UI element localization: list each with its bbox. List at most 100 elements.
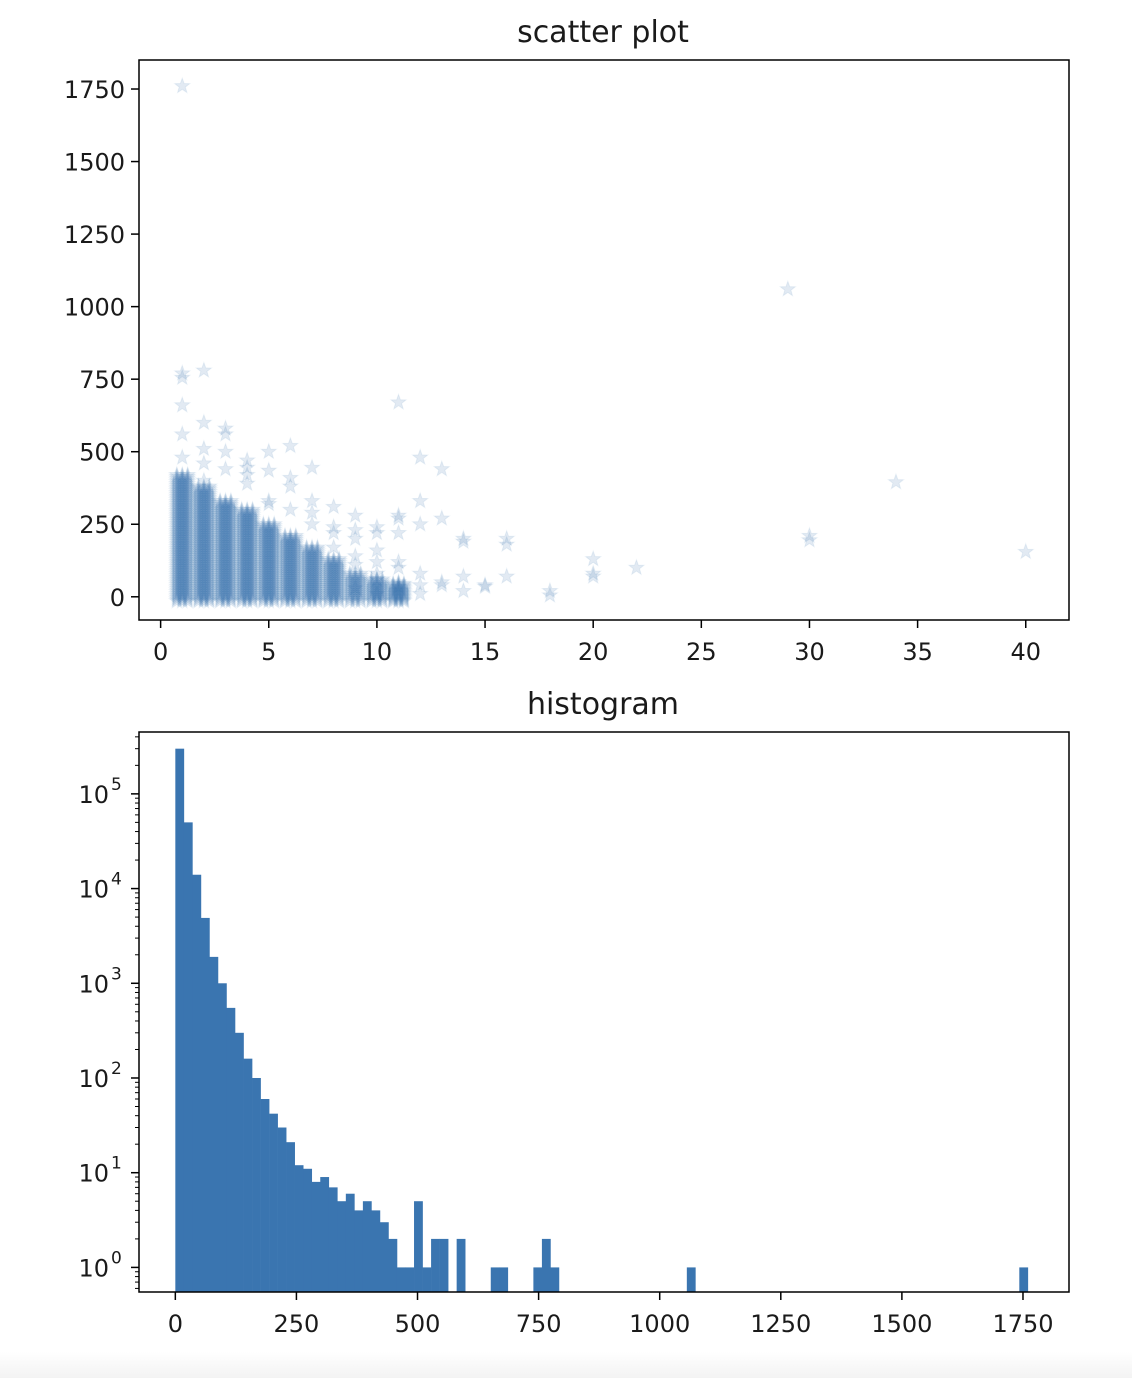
scatter-point-1270 bbox=[325, 498, 342, 514]
histogram-y-tick-exponent: 4 bbox=[111, 870, 122, 890]
scatter-point-1307 bbox=[455, 567, 472, 584]
histogram-bar-31 bbox=[439, 1238, 449, 1292]
scatter-subplot: scatter plot 0 5 10 15 20 25 30 35 40 0 250 500 750… bbox=[64, 15, 1070, 666]
scatter-point-1269 bbox=[303, 515, 321, 532]
scatter-point-1287 bbox=[390, 393, 407, 410]
histogram-bar-3 bbox=[200, 917, 210, 1292]
histogram-y-tick-exponent: 0 bbox=[111, 1248, 122, 1268]
scatter-point-1272 bbox=[325, 524, 342, 540]
histogram-x-tick-label: 750 bbox=[516, 1310, 562, 1338]
histogram-bar-35 bbox=[533, 1267, 543, 1292]
histogram-x-tick-label: 1000 bbox=[629, 1310, 690, 1338]
scatter-x-tick-label: 20 bbox=[578, 638, 609, 666]
scatter-point-1313 bbox=[498, 567, 515, 584]
histogram-bar-2 bbox=[192, 874, 202, 1292]
histogram-bar-10 bbox=[260, 1099, 270, 1292]
histogram-bar-6 bbox=[226, 1007, 236, 1292]
scatter-point-1312 bbox=[498, 536, 515, 552]
histogram-bar-36 bbox=[541, 1238, 551, 1292]
histogram-y-tick-exponent: 1 bbox=[111, 1154, 122, 1174]
histogram-bar-33 bbox=[490, 1267, 500, 1292]
histogram-y-tick-label: 10 bbox=[78, 876, 109, 904]
histogram-x-axis: 0 250 500 750 1000 1250 1500 1750 bbox=[168, 1292, 1054, 1338]
scatter-y-tick-label: 1500 bbox=[64, 149, 125, 177]
scatter-point-1310 bbox=[476, 578, 494, 594]
scatter-point-1297 bbox=[412, 515, 429, 532]
scatter-point-1320 bbox=[779, 280, 796, 297]
histogram-bar-13 bbox=[286, 1142, 295, 1292]
histogram-bar-4 bbox=[209, 956, 219, 1292]
histogram-bar-8 bbox=[243, 1058, 253, 1292]
scatter-point-1252 bbox=[217, 443, 234, 459]
scatter-x-tick-label: 40 bbox=[1010, 638, 1041, 666]
scatter-point-1248 bbox=[195, 454, 212, 471]
histogram-y-tick-label: 10 bbox=[78, 781, 109, 809]
scatter-x-axis: 0 5 10 15 20 25 30 35 40 bbox=[153, 620, 1041, 666]
scatter-point-1292 bbox=[390, 559, 407, 575]
histogram-subplot: histogram 0 250 500 750 1000 1250 1500 1750 10 0… bbox=[78, 687, 1070, 1338]
histogram-bar-9 bbox=[252, 1077, 261, 1292]
histogram-bar-32 bbox=[456, 1238, 466, 1292]
histogram-y-tick-label: 10 bbox=[78, 1065, 109, 1093]
scatter-x-tick-label: 35 bbox=[902, 638, 933, 666]
scatter-point-1281 bbox=[368, 524, 386, 540]
scatter-point-1257 bbox=[239, 475, 256, 491]
scatter-point-1301 bbox=[433, 460, 450, 477]
scatter-point-1247 bbox=[195, 440, 212, 456]
histogram-bar-15 bbox=[303, 1168, 313, 1292]
scatter-point-1323 bbox=[887, 473, 905, 490]
scatter-axes-frame bbox=[138, 59, 1070, 621]
histogram-bar-14 bbox=[294, 1165, 304, 1292]
histogram-bar-7 bbox=[235, 1032, 244, 1292]
scatter-point-1324 bbox=[1017, 543, 1034, 559]
scatter-point-1242 bbox=[174, 396, 191, 413]
histogram-bar-17 bbox=[320, 1177, 330, 1292]
scatter-point-1258 bbox=[260, 443, 277, 459]
scatter-y-axis: 0 250 500 750 1000 1250 1500 1750 bbox=[64, 76, 139, 612]
histogram-bar-20 bbox=[345, 1193, 355, 1292]
scatter-point-1296 bbox=[412, 492, 429, 509]
scatter-title: scatter plot bbox=[517, 15, 689, 50]
bottom-edge-shadow bbox=[0, 1352, 1132, 1378]
histogram-y-tick-exponent: 3 bbox=[111, 964, 122, 984]
histogram-y-tick-exponent: 2 bbox=[111, 1059, 122, 1079]
scatter-x-tick-label: 15 bbox=[470, 638, 501, 666]
scatter-point-1319 bbox=[628, 559, 645, 575]
histogram-bar-19 bbox=[337, 1201, 347, 1292]
scatter-point-1245 bbox=[195, 361, 212, 378]
scatter-y-tick-label: 250 bbox=[79, 511, 125, 539]
scatter-point-1316 bbox=[585, 550, 602, 567]
histogram-bar-25 bbox=[388, 1238, 398, 1292]
scatter-x-tick-label: 30 bbox=[794, 638, 825, 666]
histogram-bar-24 bbox=[379, 1222, 389, 1292]
histogram-bar-34 bbox=[499, 1267, 509, 1292]
scatter-y-tick-label: 0 bbox=[110, 584, 125, 612]
histogram-y-tick-label: 10 bbox=[78, 1160, 109, 1188]
scatter-point-1251 bbox=[217, 425, 234, 442]
histogram-bar-16 bbox=[311, 1181, 321, 1292]
histogram-x-tick-label: 1500 bbox=[871, 1310, 932, 1338]
scatter-x-tick-label: 10 bbox=[362, 638, 393, 666]
scatter-point-1276 bbox=[347, 530, 364, 546]
histogram-bars bbox=[175, 748, 1029, 1292]
scatter-points bbox=[168, 77, 1034, 609]
scatter-y-tick-label: 750 bbox=[79, 366, 125, 394]
histogram-bar-22 bbox=[362, 1201, 372, 1292]
histogram-bar-29 bbox=[422, 1267, 432, 1292]
scatter-point-1262 bbox=[282, 437, 299, 453]
histogram-x-tick-label: 1250 bbox=[750, 1310, 811, 1338]
histogram-bar-23 bbox=[371, 1210, 381, 1292]
scatter-point-1266 bbox=[303, 459, 321, 475]
histogram-bar-37 bbox=[550, 1267, 560, 1292]
scatter-point-1290 bbox=[390, 524, 407, 540]
histogram-title: histogram bbox=[527, 687, 679, 722]
histogram-bar-26 bbox=[396, 1267, 406, 1292]
histogram-x-tick-label: 500 bbox=[395, 1310, 441, 1338]
scatter-point-1244 bbox=[174, 449, 191, 465]
scatter-point-1243 bbox=[174, 425, 191, 442]
scatter-x-tick-label: 25 bbox=[686, 638, 717, 666]
scatter-point-1265 bbox=[282, 501, 299, 517]
histogram-bar-0 bbox=[175, 748, 185, 1292]
histogram-bar-39 bbox=[1019, 1267, 1029, 1292]
